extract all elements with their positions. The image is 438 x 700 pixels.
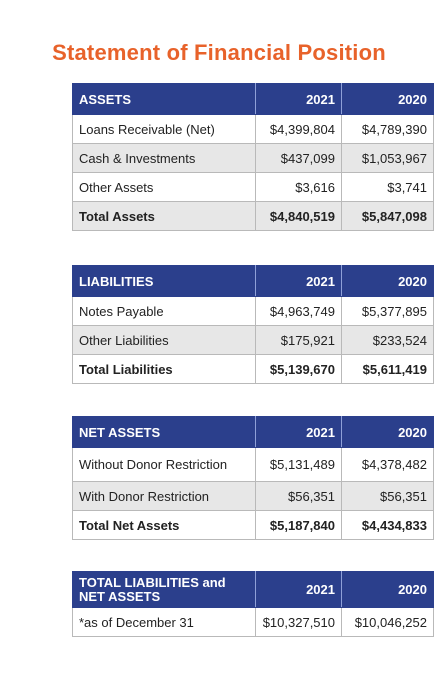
- value-2020: $56,351: [341, 481, 434, 511]
- table-row: Loans Receivable (Net) $4,399,804 $4,789…: [72, 114, 434, 144]
- liabilities-header-row: LIABILITIES 2021 2020: [72, 265, 434, 297]
- row-label: Total Net Assets: [72, 510, 256, 540]
- net-assets-header: NET ASSETS: [72, 416, 256, 448]
- row-label: *as of December 31: [72, 607, 256, 637]
- liabilities-col-2021: 2021: [255, 265, 342, 297]
- value-2021: $4,963,749: [255, 296, 342, 326]
- assets-table: ASSETS 2021 2020 Loans Receivable (Net) …: [72, 83, 434, 231]
- assets-col-2020: 2020: [341, 83, 434, 115]
- value-2021: $5,131,489: [255, 447, 342, 482]
- table-row: With Donor Restriction $56,351 $56,351: [72, 481, 434, 511]
- value-2021: $175,921: [255, 325, 342, 355]
- value-2020: $1,053,967: [341, 143, 434, 173]
- page-title: Statement of Financial Position: [52, 40, 386, 65]
- assets-col-2021: 2021: [255, 83, 342, 115]
- row-label: Total Assets: [72, 201, 256, 231]
- table-row: Other Liabilities $175,921 $233,524: [72, 325, 434, 355]
- table-row: Notes Payable $4,963,749 $5,377,895: [72, 296, 434, 326]
- net-assets-header-row: NET ASSETS 2021 2020: [72, 416, 434, 448]
- value-2020: $4,434,833: [341, 510, 434, 540]
- table-row: Other Assets $3,616 $3,741: [72, 172, 434, 202]
- row-label: Cash & Investments: [72, 143, 256, 173]
- value-2021: $437,099: [255, 143, 342, 173]
- row-label: Other Assets: [72, 172, 256, 202]
- value-2021: $5,187,840: [255, 510, 342, 540]
- value-2020: $4,789,390: [341, 114, 434, 144]
- value-2021: $4,840,519: [255, 201, 342, 231]
- value-2021: $3,616: [255, 172, 342, 202]
- total-row: Total Net Assets $5,187,840 $4,434,833: [72, 510, 434, 540]
- row-label: Notes Payable: [72, 296, 256, 326]
- row-label: Total Liabilities: [72, 354, 256, 384]
- liabilities-header: LIABILITIES: [72, 265, 256, 297]
- value-2021: $5,139,670: [255, 354, 342, 384]
- value-2021: $10,327,510: [255, 607, 342, 637]
- total-row: Total Assets $4,840,519 $5,847,098: [72, 201, 434, 231]
- value-2021: $4,399,804: [255, 114, 342, 144]
- value-2020: $233,524: [341, 325, 434, 355]
- value-2020: $5,847,098: [341, 201, 434, 231]
- value-2020: $10,046,252: [341, 607, 434, 637]
- total-col-2020: 2020: [341, 571, 434, 608]
- value-2020: $5,611,419: [341, 354, 434, 384]
- value-2021: $56,351: [255, 481, 342, 511]
- value-2020: $4,378,482: [341, 447, 434, 482]
- row-label: Without Donor Restriction: [72, 447, 256, 482]
- total-row: Total Liabilities $5,139,670 $5,611,419: [72, 354, 434, 384]
- total-col-2021: 2021: [255, 571, 342, 608]
- table-row: Without Donor Restriction $5,131,489 $4,…: [72, 447, 434, 482]
- value-2020: $3,741: [341, 172, 434, 202]
- net-assets-col-2021: 2021: [255, 416, 342, 448]
- net-assets-table: NET ASSETS 2021 2020 Without Donor Restr…: [72, 416, 434, 540]
- liabilities-col-2020: 2020: [341, 265, 434, 297]
- table-row: Cash & Investments $437,099 $1,053,967: [72, 143, 434, 173]
- assets-header-row: ASSETS 2021 2020: [72, 83, 434, 115]
- row-label: Loans Receivable (Net): [72, 114, 256, 144]
- value-2020: $5,377,895: [341, 296, 434, 326]
- assets-header: ASSETS: [72, 83, 256, 115]
- net-assets-col-2020: 2020: [341, 416, 434, 448]
- liabilities-table: LIABILITIES 2021 2020 Notes Payable $4,9…: [72, 265, 434, 384]
- row-label: Other Liabilities: [72, 325, 256, 355]
- row-label: With Donor Restriction: [72, 481, 256, 511]
- total-liabilities-net-assets-header-row: TOTAL LIABILITIES and NET ASSETS 2021 20…: [72, 571, 434, 608]
- total-liabilities-net-assets-table: TOTAL LIABILITIES and NET ASSETS 2021 20…: [72, 571, 434, 637]
- total-liabilities-net-assets-header: TOTAL LIABILITIES and NET ASSETS: [72, 571, 256, 608]
- table-row: *as of December 31 $10,327,510 $10,046,2…: [72, 607, 434, 637]
